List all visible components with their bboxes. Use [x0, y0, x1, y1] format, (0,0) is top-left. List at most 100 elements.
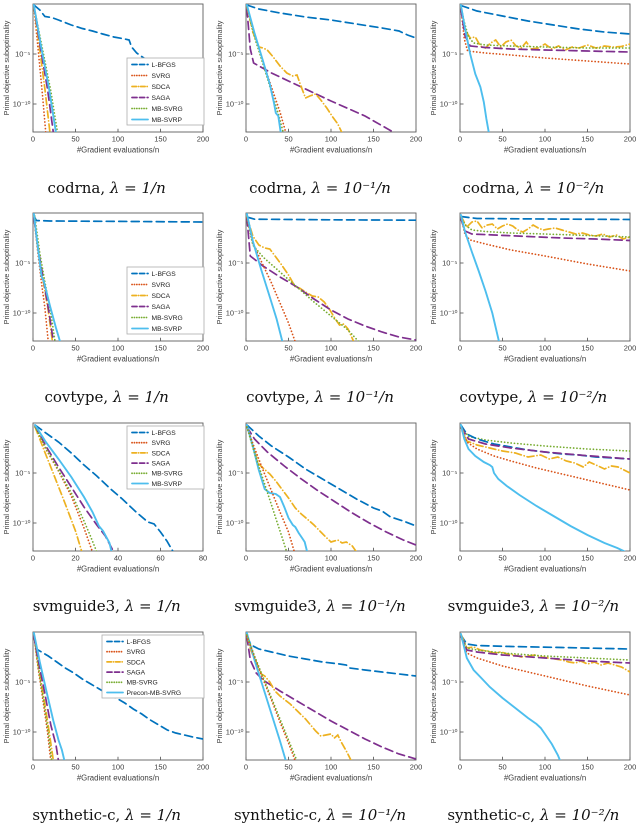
subplot-covtype-1e-1n: 0 50 100 150 200 10⁻⁵ 10⁻¹⁰ #Gradient evaluatio… — [213, 209, 426, 418]
legend-label-l-bfgs: L-BFGS — [127, 639, 152, 646]
chart-covtype-1e-1n: 0 50 100 150 200 10⁻⁵ 10⁻¹⁰ #Gradient evaluatio… — [215, 212, 423, 364]
subplot-synthetic-c-1e-2n: 0 50 100 150 200 10⁻⁵ 10⁻¹⁰ #Gradient evaluatio… — [427, 628, 640, 837]
x-tick-label: 50 — [71, 135, 79, 144]
chart-synthetic-c-1n: 0 50 100 150 200 10⁻⁵ 10⁻¹⁰ #Gradient evaluatio… — [2, 631, 209, 782]
series-saga-line — [246, 425, 417, 546]
x-tick-label: 100 — [112, 344, 125, 353]
y-axis-label: Primal objective suboptimality — [2, 648, 11, 743]
x-tick-label: 150 — [581, 553, 594, 562]
x-tick-label: 150 — [581, 344, 594, 353]
legend-label-saga: SAGA — [127, 669, 146, 676]
caption-dataset: codrna, — [47, 178, 106, 197]
y-axis-label: Primal objective suboptimality — [215, 20, 224, 115]
x-tick-label: 150 — [154, 135, 167, 144]
legend-label-l-bfgs: L-BFGS — [152, 271, 177, 278]
x-axis-label: #Gradient evaluations/n — [504, 564, 586, 573]
series-mb-svrg-line — [246, 633, 298, 760]
subplot-codrna-1n: 0 50 100 150 200 10⁻⁵ 10⁻¹⁰ #Gradient evaluatio… — [0, 0, 213, 209]
series-sdca-line — [246, 633, 353, 760]
x-tick-label: 100 — [325, 344, 338, 353]
x-tick-label: 0 — [31, 762, 35, 771]
y-tick-label: 10⁻⁵ — [15, 677, 30, 686]
x-tick-label: 150 — [154, 344, 167, 353]
series-sdca-line — [459, 6, 630, 51]
y-tick-label: 10⁻¹⁰ — [440, 100, 458, 109]
x-tick-label: 100 — [112, 135, 125, 144]
y-axis-label: Primal objective suboptimality — [429, 439, 438, 534]
caption-synthetic-c-1e-2n: synthetic-c, λ = 10⁻²/n — [447, 794, 619, 837]
y-tick-label: 10⁻⁵ — [15, 468, 30, 477]
x-tick-label: 100 — [539, 135, 552, 144]
caption-dataset: covtype, — [459, 387, 524, 406]
x-tick-label: 0 — [244, 135, 248, 144]
legend-box — [101, 634, 205, 699]
series-precon-mb-svrg-line — [246, 631, 288, 760]
caption-lambda: λ = 10⁻²/n — [527, 387, 608, 406]
series-saga-line — [246, 635, 417, 760]
legend-label-svrg: SVRG — [127, 649, 146, 656]
x-axis-label: #Gradient evaluations/n — [290, 146, 372, 155]
series-l-bfgs-line — [246, 216, 417, 222]
x-tick-label: 200 — [410, 344, 423, 353]
y-axis-label: Primal objective suboptimality — [2, 439, 11, 534]
series-group — [246, 4, 417, 132]
series-group — [459, 4, 630, 132]
y-tick-label: 10⁻¹⁰ — [440, 309, 458, 318]
caption-dataset: synthetic-c, — [32, 806, 121, 825]
x-tick-label: 100 — [325, 135, 338, 144]
series-sdca-line — [246, 215, 355, 342]
subplot-codrna-1e-2n: 0 50 100 150 200 10⁻⁵ 10⁻¹⁰ #Gradient evaluatio… — [427, 0, 640, 209]
y-tick-label: 10⁻⁵ — [15, 259, 30, 268]
y-axis-label: Primal objective suboptimality — [429, 648, 438, 743]
caption-dataset: svmguide3, — [447, 597, 535, 615]
caption-svmguide3-1e-2n: svmguide3, λ = 10⁻²/n — [448, 585, 619, 628]
y-axis-label: Primal objective suboptimality — [215, 439, 224, 534]
y-tick-label: 10⁻⁵ — [442, 677, 457, 686]
y-axis-label: Primal objective suboptimality — [2, 20, 11, 115]
series-l-bfgs-line — [459, 633, 630, 650]
x-tick-label: 50 — [285, 135, 293, 144]
series-sdca-line — [459, 424, 630, 474]
x-tick-label: 0 — [458, 553, 462, 562]
caption-lambda: λ = 10⁻²/n — [539, 806, 620, 825]
y-tick-label: 10⁻⁵ — [229, 468, 244, 477]
x-tick-label: 200 — [410, 553, 423, 562]
series-svrg-line — [33, 216, 50, 342]
y-tick-label: 10⁻¹⁰ — [13, 727, 31, 736]
series-group — [459, 632, 630, 760]
y-tick-label: 10⁻¹⁰ — [440, 518, 458, 527]
axes-frame — [246, 212, 417, 342]
x-tick-label: 200 — [410, 762, 423, 771]
caption-lambda: λ = 10⁻¹/n — [326, 597, 406, 615]
y-tick-label: 10⁻¹⁰ — [226, 727, 244, 736]
legend-box — [126, 266, 205, 335]
caption-svmguide3-1n: svmguide3, λ = 1/n — [33, 585, 181, 628]
x-tick-label: 100 — [325, 553, 338, 562]
y-tick-label: 10⁻⁵ — [15, 50, 30, 59]
caption-covtype-1n: covtype, λ = 1/n — [45, 375, 169, 418]
series-mb-svrp-line — [246, 4, 283, 132]
series-group — [246, 213, 417, 342]
caption-dataset: synthetic-c, — [447, 806, 536, 825]
legend-label-sdca: SDCA — [152, 84, 171, 91]
x-tick-label: 0 — [31, 135, 35, 144]
x-tick-label: 50 — [71, 762, 79, 771]
subplot-codrna-1e-1n: 0 50 100 150 200 10⁻⁵ 10⁻¹⁰ #Gradient evaluatio… — [213, 0, 426, 209]
legend-label-sdca: SDCA — [152, 293, 171, 300]
caption-dataset: covtype, — [246, 387, 310, 406]
legend-label-saga: SAGA — [152, 460, 171, 467]
subplot-synthetic-c-1e-1n: 0 50 100 150 200 10⁻⁵ 10⁻¹⁰ #Gradient evaluatio… — [213, 628, 426, 837]
series-mb-svrg-line — [34, 425, 98, 551]
x-tick-label: 0 — [244, 553, 248, 562]
legend-label-svrg: SVRG — [152, 282, 171, 289]
subplot-synthetic-c-1n: 0 50 100 150 200 10⁻⁵ 10⁻¹⁰ #Gradient evaluatio… — [0, 628, 213, 837]
series-mb-svrg-line — [459, 424, 630, 452]
y-axis-label: Primal objective suboptimality — [215, 648, 224, 743]
caption-dataset: covtype, — [44, 387, 109, 406]
series-svrg-line — [33, 634, 52, 760]
series-mb-svrg-line — [34, 215, 56, 342]
series-mb-svrg-line — [246, 425, 288, 551]
caption-lambda: λ = 1/n — [109, 178, 166, 197]
series-sdca-line — [459, 632, 630, 673]
x-tick-label: 0 — [458, 344, 462, 353]
